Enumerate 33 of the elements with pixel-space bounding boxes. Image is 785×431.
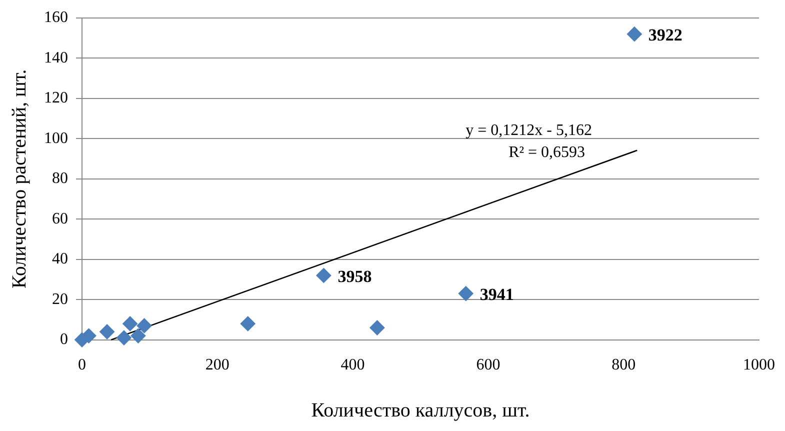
point bbox=[100, 324, 115, 340]
point bbox=[116, 330, 132, 346]
y-tick-label: 0 bbox=[60, 331, 68, 348]
x-tick-label: 600 bbox=[476, 356, 500, 374]
y-tick-label: 80 bbox=[52, 170, 68, 188]
y-axis-title: Количество растений, шт. bbox=[8, 69, 30, 289]
y-tick-label: 100 bbox=[44, 130, 68, 147]
x-tick-label: 800 bbox=[612, 356, 636, 374]
point bbox=[122, 316, 138, 332]
annotation: 3958 bbox=[338, 266, 372, 286]
point bbox=[136, 318, 152, 334]
point bbox=[316, 268, 332, 283]
x-tick-label: 400 bbox=[340, 356, 365, 374]
annotation: 3941 bbox=[480, 284, 514, 304]
x-axis-title: Количество каллусов, шт. bbox=[311, 399, 530, 422]
y-tick-label: 20 bbox=[52, 290, 68, 308]
y-tick-label: 120 bbox=[44, 90, 68, 107]
x-tick-label: 1000 bbox=[743, 356, 775, 374]
point bbox=[370, 320, 385, 336]
y-tick-label: 40 bbox=[52, 250, 68, 268]
point bbox=[130, 328, 146, 344]
point bbox=[626, 26, 642, 42]
annotation: y = 0,1212x - 5,162 bbox=[466, 122, 592, 139]
annotation: 3922 bbox=[648, 25, 682, 44]
y-tick-label: 60 bbox=[52, 210, 68, 228]
point bbox=[240, 316, 256, 332]
x-tick-label: 200 bbox=[205, 356, 230, 374]
y-tick-label: 140 bbox=[44, 49, 68, 66]
point bbox=[458, 286, 474, 302]
point bbox=[81, 328, 96, 344]
annotation: R² = 0,6593 bbox=[508, 144, 586, 161]
x-tick-label: 0 bbox=[78, 356, 86, 374]
y-tick-label: 160 bbox=[44, 9, 68, 26]
